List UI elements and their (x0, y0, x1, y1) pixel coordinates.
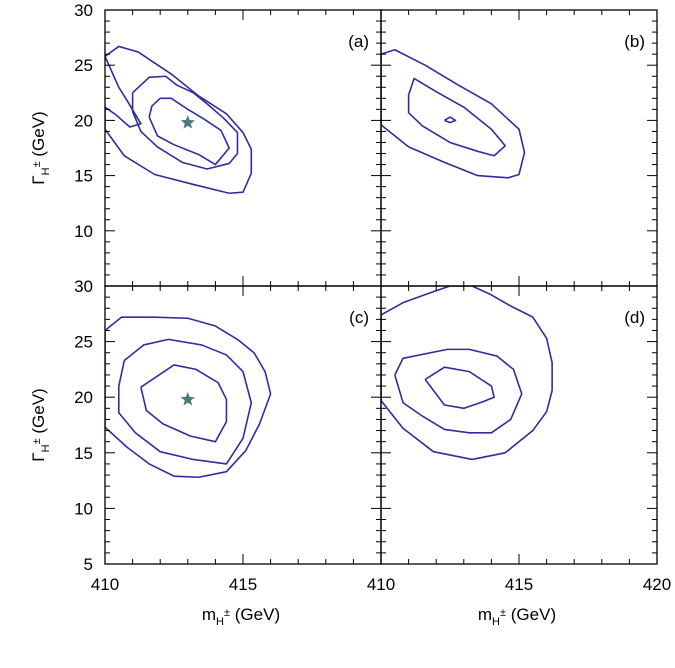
y-tick-label: 15 (74, 167, 93, 186)
panel-c: (c) (104, 285, 382, 565)
x-axis-title-1: mH± (GeV) (202, 605, 280, 628)
y-tick-label: 30 (74, 1, 93, 20)
x-tick-label: 415 (229, 575, 257, 594)
x-tick-label: 415 (505, 575, 533, 594)
contour-d-3 (424, 366, 495, 410)
panel-label-c: (c) (349, 308, 369, 327)
contour-b-1 (381, 48, 526, 179)
y-tick-label: 20 (74, 111, 93, 130)
panel-a: (a) (104, 9, 382, 287)
y-tick-label: 25 (74, 56, 93, 75)
contour-b-2 (407, 77, 506, 157)
contour-c-1 (105, 316, 272, 479)
y-tick-label: 10 (74, 222, 93, 241)
panel-label-d: (d) (624, 308, 645, 327)
y-tick-label: 5 (84, 555, 93, 574)
contour-group-b (381, 48, 526, 179)
y-tick-label: 25 (74, 333, 93, 352)
panel-d: (d) (380, 285, 658, 565)
y-tick-label: 15 (74, 444, 93, 463)
contour-a-3 (148, 97, 230, 166)
panel-frame-b (380, 9, 658, 287)
contour-d-1 (381, 286, 553, 461)
contour-c-2 (118, 338, 253, 465)
y-axis-title-2: ΓH± (GeV) (29, 388, 52, 461)
best-fit-star-c (180, 391, 195, 406)
contour-d-2 (394, 348, 523, 434)
panel-b: (b) (380, 9, 658, 287)
contour-a-2 (131, 75, 239, 170)
panel-label-a: (a) (348, 32, 369, 51)
x-tick-label: 410 (91, 575, 119, 594)
labels-layer: 10 15 20 25 30 5 10 15 20 25 30 410 415 410 415 420 mH± … (29, 1, 671, 628)
panel-frame-c (104, 285, 382, 565)
best-fit-star-a (180, 115, 195, 129)
x-tick-label: 410 (367, 575, 395, 594)
panel-label-b: (b) (624, 32, 645, 51)
contour-b-3 (444, 116, 457, 124)
y-tick-label: 20 (74, 388, 93, 407)
y-tick-label: 30 (74, 277, 93, 296)
contour-a-1 (105, 45, 253, 195)
y-tick-label: 10 (74, 499, 93, 518)
panels-layer: (a) (b) (c) (d) (104, 9, 658, 565)
x-tick-label: 420 (643, 575, 671, 594)
x-axis-title-2: mH± (GeV) (478, 605, 556, 628)
panel-frame-d (380, 285, 658, 565)
contour-group-a (105, 45, 253, 195)
y-axis-title-1: ΓH± (GeV) (29, 111, 52, 184)
contour-group-c (105, 316, 272, 479)
contour-group-d (381, 286, 553, 461)
contour-c-3 (140, 364, 228, 443)
panel-frame-a (104, 9, 382, 287)
